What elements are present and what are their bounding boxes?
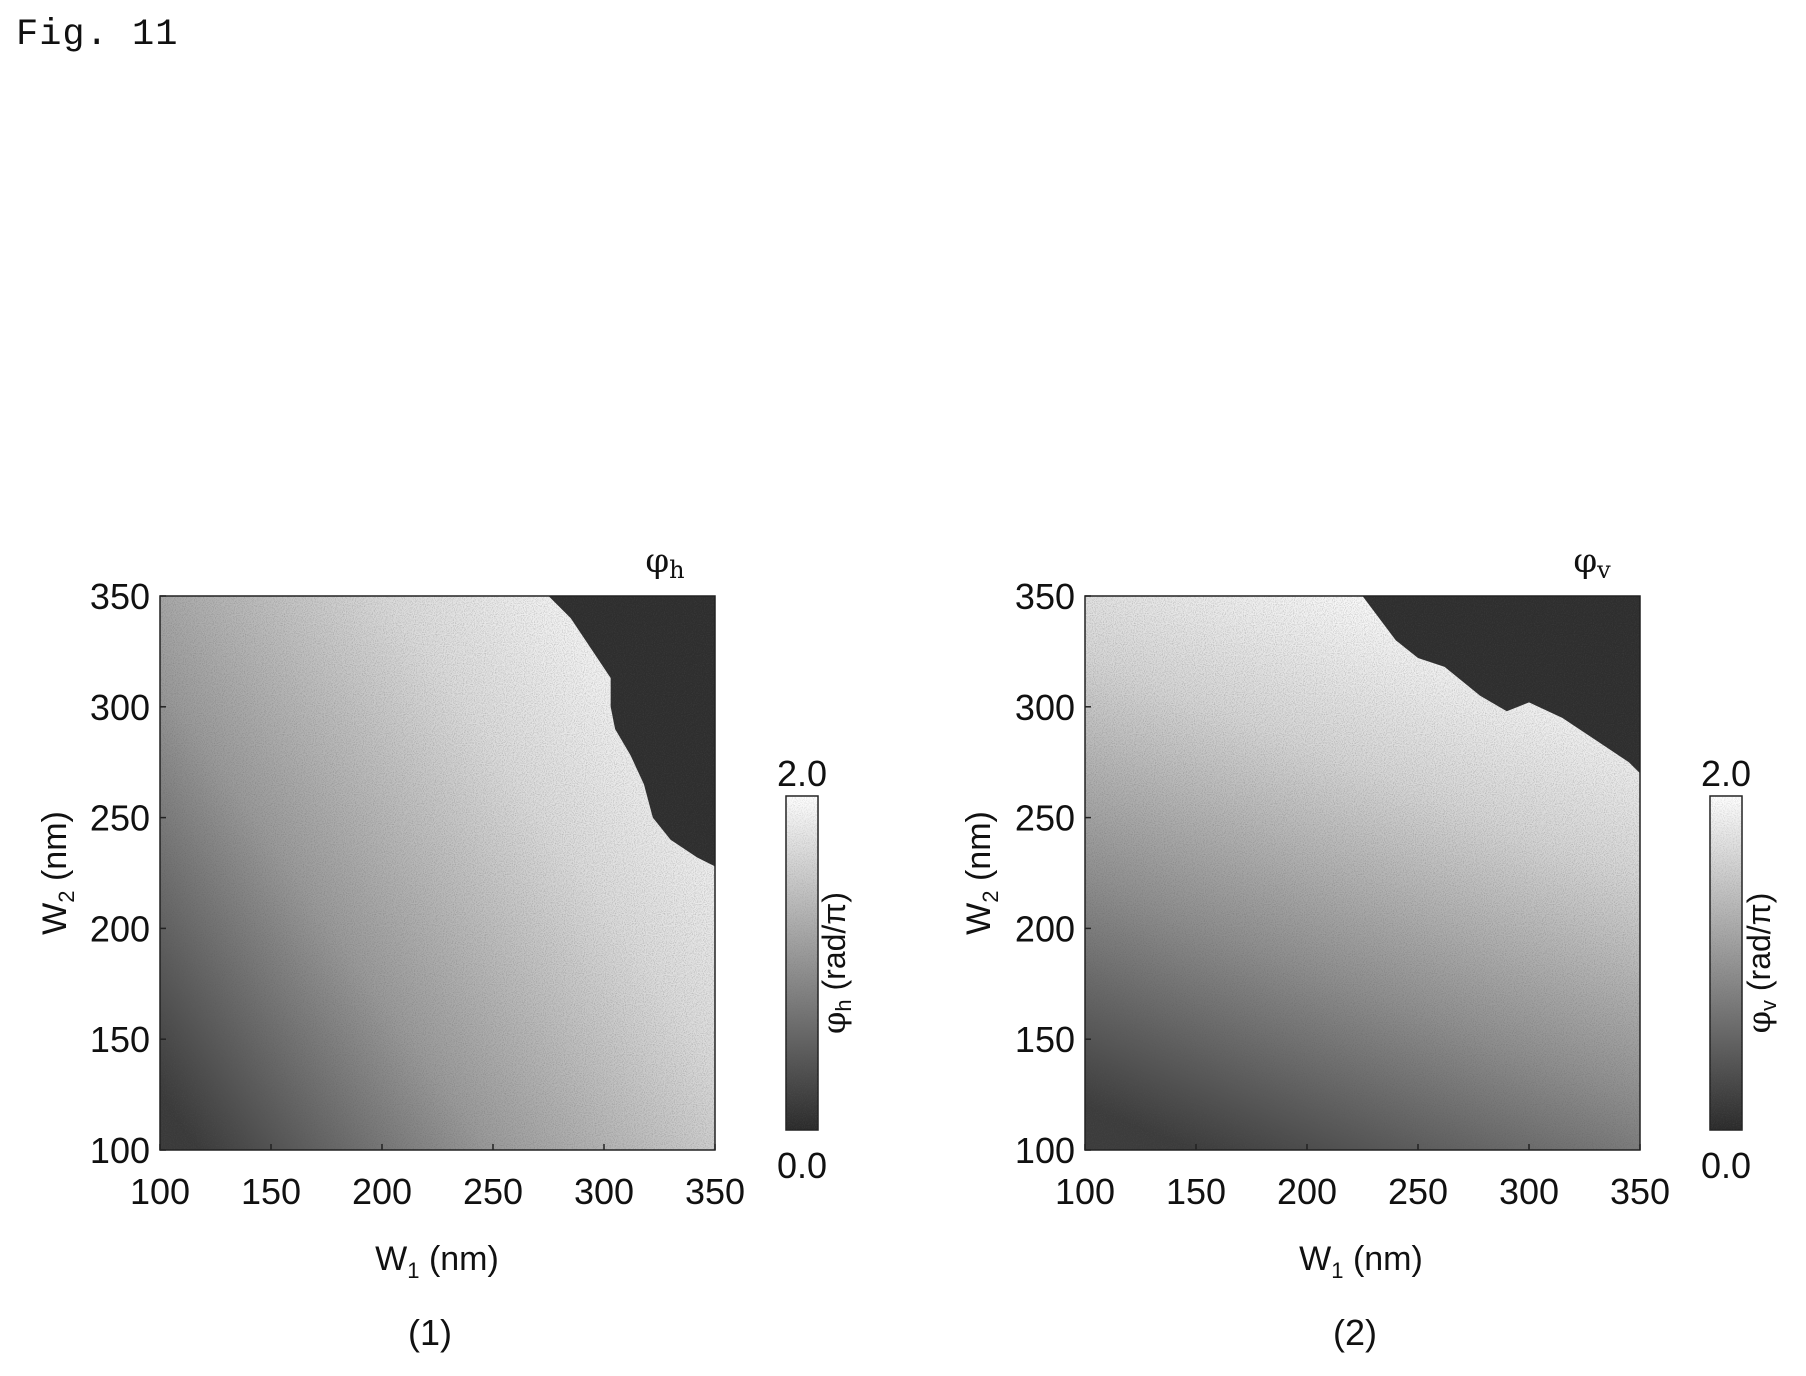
x-tick-label: 300 <box>1499 1171 1559 1212</box>
colorbar-label: φh (rad/π) <box>815 892 856 1034</box>
heatmap-panel-2: 100 150 200 250 300 350 100 150 200 250 300 350 W1 (… <box>960 541 1781 1353</box>
y-tick-label: 100 <box>1015 1130 1075 1171</box>
colorbar-max-label: 2.0 <box>777 753 827 794</box>
x-tick-label: 300 <box>574 1171 634 1212</box>
plot-frame <box>159 595 716 1151</box>
x-axis-label: W1 (nm) <box>1299 1240 1423 1283</box>
x-tick-label: 150 <box>1166 1171 1226 1212</box>
colorbar-label: φv (rad/π) <box>1740 893 1781 1034</box>
heatmap-panel-1: 100 150 200 250 300 350 100 150 200 250 300 350 W1 (… <box>36 541 856 1353</box>
y-tick-label: 150 <box>90 1019 150 1060</box>
x-tick-label: 100 <box>130 1171 190 1212</box>
panel-label: (2) <box>1333 1312 1377 1353</box>
y-tick-label: 200 <box>1015 908 1075 949</box>
x-tick-label: 250 <box>463 1171 523 1212</box>
y-tick-label: 350 <box>1015 576 1075 617</box>
y-tick-label: 200 <box>90 908 150 949</box>
x-tick-label: 350 <box>685 1171 745 1212</box>
y-tick-label: 150 <box>1015 1019 1075 1060</box>
y-tick-label: 300 <box>1015 687 1075 728</box>
x-tick-label: 200 <box>352 1171 412 1212</box>
heatmap-texture <box>160 596 715 1150</box>
colorbar-texture <box>786 796 818 1130</box>
figure-label: Fig. 11 <box>16 14 179 56</box>
colorbar-min-label: 0.0 <box>1701 1145 1751 1186</box>
panel-title: φh <box>645 541 684 584</box>
panel-title: φv <box>1573 541 1611 584</box>
x-tick-label: 100 <box>1055 1171 1115 1212</box>
x-axis-label: W1 (nm) <box>375 1240 499 1283</box>
y-tick-label: 100 <box>90 1130 150 1171</box>
y-axis-label: W2 (nm) <box>960 811 1003 935</box>
colorbar-texture <box>1710 796 1742 1130</box>
panel-label: (1) <box>408 1312 452 1353</box>
y-tick-label: 250 <box>90 798 150 839</box>
colorbar-min-label: 0.0 <box>777 1145 827 1186</box>
colorbar-max-label: 2.0 <box>1701 753 1751 794</box>
y-tick-label: 250 <box>1015 798 1075 839</box>
y-tick-label: 350 <box>90 576 150 617</box>
heatmap-texture <box>1085 596 1640 1150</box>
x-tick-label: 350 <box>1610 1171 1670 1212</box>
plot-frame <box>1084 595 1641 1151</box>
x-tick-label: 150 <box>241 1171 301 1212</box>
y-axis-label: W2 (nm) <box>36 811 79 935</box>
y-tick-label: 300 <box>90 687 150 728</box>
x-tick-label: 250 <box>1388 1171 1448 1212</box>
x-tick-label: 200 <box>1277 1171 1337 1212</box>
